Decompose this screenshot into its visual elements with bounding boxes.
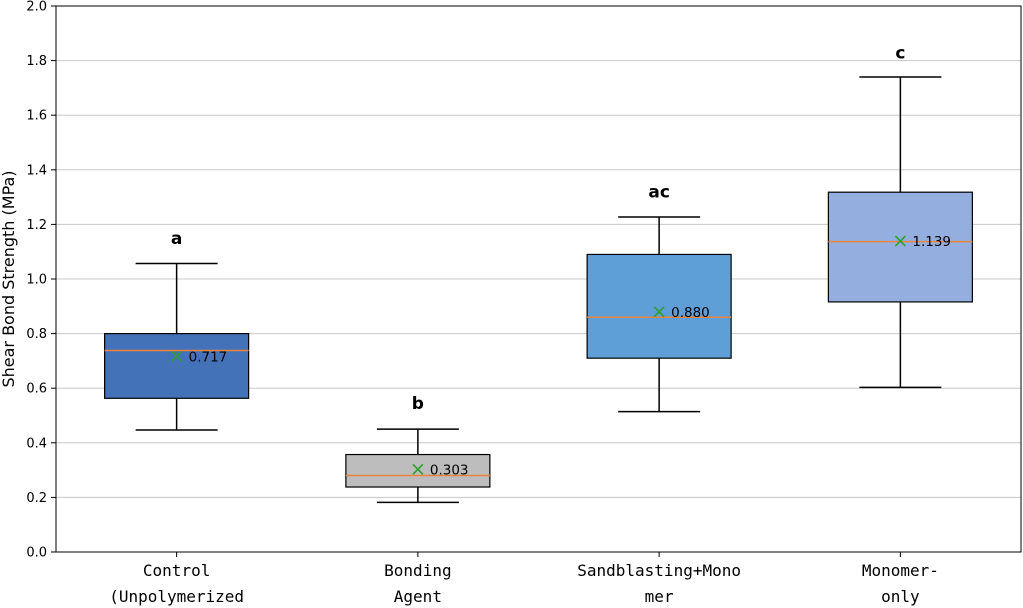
iqr-box bbox=[104, 333, 250, 399]
y-tick-label: 1.8 bbox=[26, 54, 47, 69]
box-group: 0.880 ac bbox=[586, 183, 732, 413]
mean-marker-stroke bbox=[894, 235, 906, 247]
mean-marker-stroke bbox=[412, 463, 424, 475]
y-tick-label: 1.0 bbox=[26, 273, 47, 288]
y-tick-label: 0.8 bbox=[26, 327, 47, 342]
box-group: 0.303 b bbox=[345, 394, 491, 504]
box-plot-groups: 0.717 a 0.303 b 0.880 ac 1.139 c bbox=[104, 43, 973, 504]
y-tick-label: 0.2 bbox=[26, 491, 47, 506]
x-category-label: Control (Unpolymerized bbox=[109, 561, 244, 606]
mean-marker-stroke bbox=[171, 350, 183, 362]
x-category-label: Sandblasting+Mono mer bbox=[577, 561, 741, 606]
significance-letter: b bbox=[412, 394, 424, 414]
y-tick-label: 0.0 bbox=[26, 546, 47, 561]
x-category-label-line: (Unpolymerized bbox=[109, 587, 244, 606]
iqr-box bbox=[345, 453, 491, 488]
mean-marker-stroke bbox=[653, 306, 665, 318]
x-category-label-line: Monomer- bbox=[862, 561, 939, 580]
x-category-label: Bonding Agent bbox=[384, 561, 451, 606]
mean-marker bbox=[412, 463, 424, 475]
y-tick-label: 1.6 bbox=[26, 109, 47, 124]
y-tick-label: 1.2 bbox=[26, 218, 47, 233]
significance-letter: ac bbox=[648, 183, 670, 203]
mean-marker bbox=[653, 306, 665, 318]
x-category-label-line: only bbox=[881, 587, 920, 606]
mean-value-label: 1.139 bbox=[912, 234, 951, 250]
mean-marker bbox=[171, 350, 183, 362]
box-group: 1.139 c bbox=[827, 43, 973, 389]
mean-value-label: 0.303 bbox=[430, 462, 469, 478]
mean-marker bbox=[894, 235, 906, 247]
y-axis: 0.0 0.2 0.4 0.6 0.8 1.0 1.2 1.4 1.6 1.8 2.0 bbox=[26, 0, 56, 561]
y-tick-label: 0.4 bbox=[26, 436, 47, 451]
x-axis: Control (Unpolymerized Bonding Agent Sandbla… bbox=[109, 552, 939, 606]
mean-value-label: 0.717 bbox=[189, 349, 228, 365]
y-tick-label: 0.6 bbox=[26, 382, 47, 397]
x-category-label-line: Bonding bbox=[384, 561, 451, 580]
plot-area-frame bbox=[55, 5, 1022, 553]
x-category-label-line: mer bbox=[645, 587, 674, 606]
y-tick-label: 1.4 bbox=[26, 163, 47, 178]
x-category-label-line: Sandblasting+Mono bbox=[577, 561, 741, 580]
significance-letter: a bbox=[171, 229, 182, 249]
iqr-box bbox=[586, 253, 732, 359]
x-category-label-line: Agent bbox=[394, 587, 442, 606]
significance-letter: c bbox=[895, 43, 905, 63]
y-axis-title: Shear Bond Strength (MPa) bbox=[0, 170, 18, 387]
iqr-box bbox=[827, 191, 973, 303]
x-category-label-line: Control bbox=[143, 561, 210, 580]
box-group: 0.717 a bbox=[104, 229, 250, 431]
y-tick-label: 2.0 bbox=[26, 0, 47, 15]
mean-value-label: 0.880 bbox=[671, 305, 710, 321]
x-category-label: Monomer-only bbox=[862, 561, 939, 606]
